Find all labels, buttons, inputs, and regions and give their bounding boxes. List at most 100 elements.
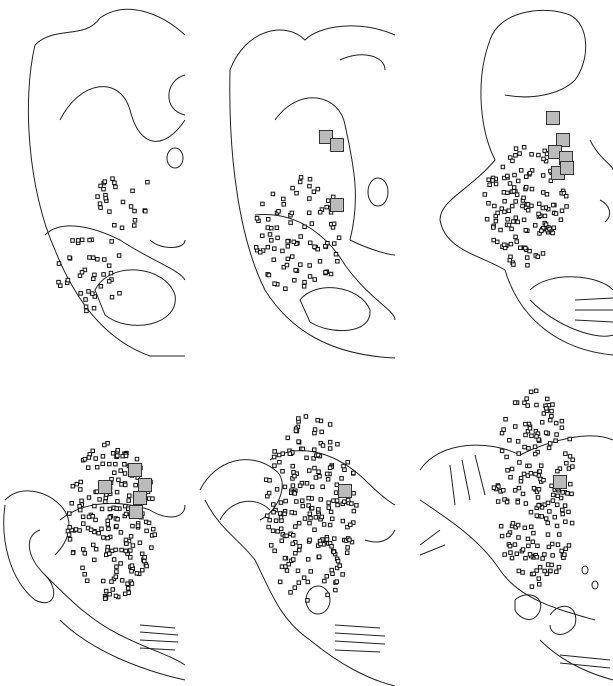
marker	[346, 460, 350, 464]
marker	[492, 238, 496, 242]
marker	[541, 174, 545, 178]
marker	[514, 425, 518, 429]
marker	[557, 565, 561, 569]
marker	[281, 469, 285, 473]
marker	[313, 448, 317, 452]
marker	[550, 563, 554, 567]
marker	[59, 284, 63, 288]
marker	[124, 483, 128, 487]
marker	[277, 210, 281, 214]
marker	[513, 173, 517, 177]
marker	[266, 514, 270, 518]
marker	[541, 191, 545, 195]
marker	[68, 512, 72, 516]
marker	[545, 397, 549, 401]
marker	[133, 209, 137, 213]
marker	[543, 553, 547, 557]
marker	[529, 390, 533, 394]
marker	[318, 260, 322, 264]
marker	[533, 224, 537, 228]
marker	[334, 491, 338, 495]
marker	[108, 507, 112, 511]
marker	[517, 452, 521, 456]
marker	[292, 240, 296, 244]
marker	[289, 221, 293, 225]
marker	[114, 185, 118, 189]
marker	[488, 183, 492, 187]
marker	[494, 182, 498, 186]
marker	[523, 445, 527, 449]
marker	[327, 199, 331, 203]
marker	[302, 576, 306, 580]
marker	[291, 255, 295, 259]
marker	[526, 537, 530, 541]
marker	[76, 239, 80, 243]
marker	[537, 212, 541, 216]
panel-3-outline	[440, 10, 613, 355]
marker	[342, 464, 346, 468]
marker	[123, 472, 127, 476]
marker	[108, 210, 112, 214]
marker	[528, 464, 532, 468]
marker	[317, 555, 321, 559]
marker	[310, 506, 314, 510]
marker	[99, 206, 103, 210]
marker	[538, 565, 542, 569]
marker	[143, 556, 147, 560]
marker	[299, 235, 303, 239]
marker	[546, 563, 550, 567]
marker	[125, 542, 128, 546]
marker	[550, 484, 554, 488]
marker	[57, 262, 61, 266]
marker	[533, 445, 537, 449]
marker	[268, 233, 272, 237]
marker	[283, 485, 287, 489]
marker	[300, 499, 304, 503]
marker	[328, 466, 332, 470]
marker	[341, 519, 345, 523]
marker	[571, 458, 575, 462]
marker	[318, 211, 322, 215]
marker	[108, 462, 112, 466]
marker	[293, 279, 297, 283]
marker	[500, 534, 504, 538]
marker	[123, 592, 127, 596]
marker	[71, 484, 75, 488]
marker	[313, 278, 317, 282]
marker	[330, 568, 334, 572]
marker	[286, 240, 290, 244]
marker	[556, 469, 560, 473]
marker	[564, 194, 568, 198]
marker	[555, 570, 559, 574]
marker	[291, 186, 295, 190]
marker	[101, 455, 105, 459]
marker	[115, 490, 119, 494]
marker	[502, 191, 506, 195]
marker	[296, 569, 300, 573]
marker	[310, 222, 314, 226]
marker	[517, 569, 521, 573]
marker	[332, 499, 336, 503]
marker	[511, 159, 515, 163]
marker	[341, 573, 345, 577]
marker	[254, 246, 257, 250]
marker	[514, 154, 518, 158]
marker	[286, 257, 290, 261]
marker	[272, 510, 276, 514]
marker	[336, 559, 340, 563]
marker	[514, 235, 518, 239]
marker	[337, 236, 341, 240]
marker	[542, 157, 546, 161]
marker	[111, 177, 115, 181]
marker	[518, 152, 522, 156]
marker	[301, 504, 305, 508]
marker	[135, 572, 139, 576]
large-marker	[561, 162, 574, 175]
marker	[502, 428, 506, 432]
marker	[114, 594, 118, 598]
marker	[79, 292, 83, 296]
marker	[272, 258, 276, 262]
marker	[508, 438, 512, 442]
marker	[313, 528, 317, 532]
large-marker	[130, 506, 143, 519]
